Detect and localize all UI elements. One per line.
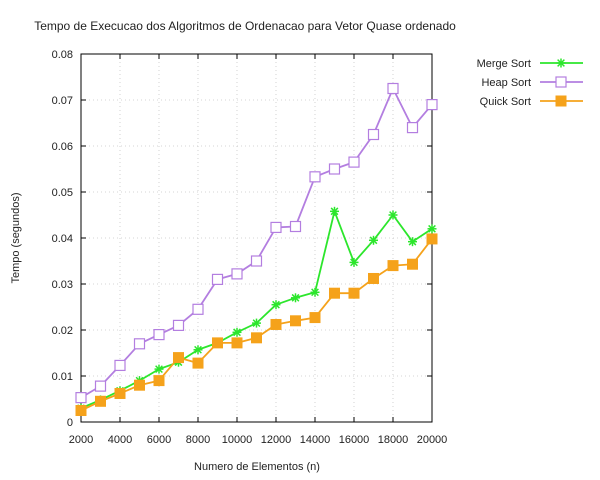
merge-sort-point xyxy=(408,237,417,247)
y-tick-label: 0.02 xyxy=(52,325,73,337)
x-tick-label: 8000 xyxy=(186,434,210,446)
heap-sort-point xyxy=(94,380,107,392)
heap-sort-point xyxy=(153,329,165,341)
quick-sort-point xyxy=(95,395,106,407)
heap-sort-point xyxy=(348,156,360,168)
heap-sort-line xyxy=(80,87,433,399)
heap-sort-point xyxy=(328,163,341,175)
heap-sort-point xyxy=(192,303,204,315)
merge-sort-point xyxy=(349,257,359,267)
merge-sort-point xyxy=(427,224,437,234)
quick-sort-point xyxy=(251,332,262,344)
y-tick-label: 0.03 xyxy=(52,279,73,291)
series-merge-sort xyxy=(76,206,437,413)
x-tick-label: 18000 xyxy=(378,434,409,446)
merge-sort-point xyxy=(388,210,398,220)
x-tick-label: 16000 xyxy=(339,434,370,446)
legend: Merge Sort Heap Sort Quick Sort xyxy=(477,58,583,108)
merge-sort-point xyxy=(291,293,300,303)
legend-swatch-marker xyxy=(555,76,567,88)
quick-sort-point xyxy=(192,357,204,369)
heap-sort-point xyxy=(309,171,321,183)
quick-sort-point xyxy=(231,337,243,349)
quick-sort-point xyxy=(407,258,418,270)
heap-sort-point xyxy=(133,338,146,350)
legend-swatch-marker xyxy=(556,58,566,68)
merge-sort-point xyxy=(369,235,378,245)
heap-sort-point xyxy=(250,255,263,267)
legend-label: Merge Sort xyxy=(477,58,531,70)
merge-sort-point xyxy=(252,318,261,328)
series-quick-sort xyxy=(75,233,438,416)
heap-sort-point xyxy=(289,220,302,233)
series-heap-sort xyxy=(75,82,438,404)
heap-sort-point xyxy=(387,82,399,95)
grid xyxy=(81,54,432,422)
x-tick-label: 2000 xyxy=(69,434,93,446)
heap-sort-point xyxy=(270,221,282,234)
heap-sort-point xyxy=(406,121,419,134)
merge-sort-point xyxy=(330,206,339,216)
x-tick-label: 20000 xyxy=(417,434,448,446)
heap-sort-point xyxy=(114,359,126,372)
legend-entry-merge-sort: Merge Sort xyxy=(477,58,583,70)
quick-sort-point xyxy=(153,375,165,387)
legend-entry-quick-sort: Quick Sort xyxy=(480,95,583,108)
x-tick-label: 6000 xyxy=(147,434,171,446)
x-axis-title: Numero de Elementos (n) xyxy=(194,461,320,473)
quick-sort-point xyxy=(329,287,340,299)
merge-sort-point xyxy=(193,345,203,355)
legend-entry-heap-sort: Heap Sort xyxy=(481,76,583,89)
merge-sort-point xyxy=(232,327,242,337)
quick-sort-point xyxy=(114,387,126,399)
heap-sort-point xyxy=(367,128,380,141)
x-tick-label: 4000 xyxy=(108,434,132,446)
quick-sort-point xyxy=(387,260,399,272)
merge-sort-line xyxy=(80,210,433,410)
axis-ticks: 0 0.01 0.02 0.03 0.04 0.05 0.06 0.07 0.08 2000 400… xyxy=(52,49,448,446)
merge-sort-point xyxy=(154,364,164,374)
quick-sort-point xyxy=(309,312,321,324)
merge-sort-point xyxy=(310,287,320,297)
quick-sort-point xyxy=(173,352,184,364)
heap-sort-point xyxy=(426,98,438,111)
legend-label: Heap Sort xyxy=(481,77,531,89)
x-tick-label: 14000 xyxy=(300,434,331,446)
y-tick-label: 0.01 xyxy=(52,371,73,383)
quick-sort-point xyxy=(426,233,438,245)
merge-sort-point xyxy=(271,300,281,310)
series-layer xyxy=(75,82,438,416)
quick-sort-point xyxy=(270,318,282,330)
y-tick-label: 0.07 xyxy=(52,95,73,107)
heap-sort-point xyxy=(172,319,185,331)
chart-title: Tempo de Execucao dos Algoritmos de Orde… xyxy=(34,19,456,33)
y-axis-title: Tempo (segundos) xyxy=(10,192,22,283)
quick-sort-point xyxy=(368,272,379,284)
quick-sort-point xyxy=(75,405,87,416)
legend-label: Quick Sort xyxy=(480,96,531,108)
heap-sort-point xyxy=(75,392,87,404)
x-tick-label: 12000 xyxy=(261,434,292,446)
y-tick-label: 0.06 xyxy=(52,141,73,153)
y-tick-label: 0 xyxy=(67,417,73,429)
quick-sort-point xyxy=(348,287,360,299)
quick-sort-point xyxy=(134,379,145,391)
heap-sort-point xyxy=(231,268,243,280)
quick-sort-point xyxy=(212,337,223,349)
y-tick-label: 0.05 xyxy=(52,187,73,199)
legend-swatch-marker xyxy=(555,95,567,107)
quick-sort-point xyxy=(290,315,301,327)
y-tick-label: 0.04 xyxy=(52,233,73,245)
y-tick-label: 0.08 xyxy=(52,49,73,61)
heap-sort-point xyxy=(211,273,224,285)
x-tick-label: 10000 xyxy=(222,434,253,446)
